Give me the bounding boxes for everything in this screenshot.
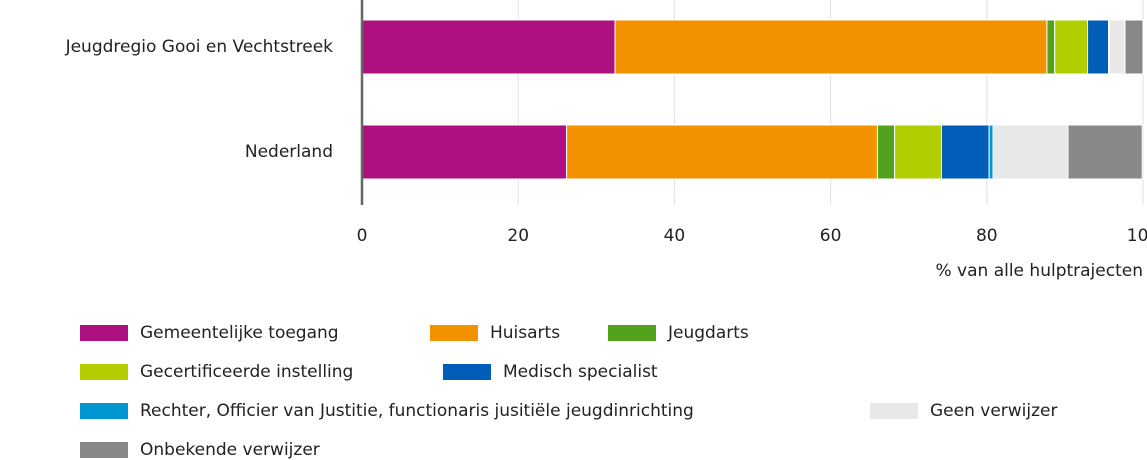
legend-label: Geen verwijzer: [930, 401, 1058, 421]
bar-segment: [941, 124, 990, 180]
legend-swatch: [443, 364, 491, 380]
bar-segment: [894, 124, 943, 180]
x-tick-label: 20: [507, 226, 529, 246]
y-tick-label: Nederland: [245, 142, 333, 162]
bar-segment: [1046, 19, 1056, 75]
legend-label: Jeugdarts: [667, 323, 749, 343]
bar-segment: [988, 124, 994, 180]
bar-segment: [1054, 19, 1089, 75]
legend-label: Gemeentelijke toegang: [140, 323, 339, 343]
legend-label: Onbekende verwijzer: [140, 440, 320, 460]
legend-swatch: [80, 325, 128, 341]
bar-segment: [1108, 19, 1126, 75]
legend-label: Gecertificeerde instelling: [140, 362, 353, 382]
bar-segment: [1067, 124, 1143, 180]
x-tick-label: 100: [1127, 226, 1147, 246]
bar-segment: [876, 124, 896, 180]
bar-segment: [992, 124, 1069, 180]
legend-label: Huisarts: [490, 323, 560, 343]
legend-swatch: [608, 325, 656, 341]
legend-swatch: [80, 442, 128, 458]
x-tick-label: 40: [664, 226, 686, 246]
x-tick-label: 0: [357, 226, 368, 246]
legend-swatch: [430, 325, 478, 341]
bar-segment: [1087, 19, 1110, 75]
legend-swatch: [80, 403, 128, 419]
x-tick-label: 60: [820, 226, 842, 246]
legend-swatch: [80, 364, 128, 380]
legend-label: Medisch specialist: [503, 362, 658, 382]
bar-segment: [361, 19, 616, 75]
x-axis-label: % van alle hulptrajecten: [935, 261, 1143, 281]
y-tick-label: Jeugdregio Gooi en Vechtstreek: [65, 37, 334, 57]
bar-segment: [361, 124, 568, 180]
bar-segment: [614, 19, 1048, 75]
bar-segment: [1124, 19, 1144, 75]
legend-label: Rechter, Officier van Justitie, function…: [140, 401, 694, 421]
legend-swatch: [870, 403, 918, 419]
x-tick-label: 80: [976, 226, 998, 246]
bar-segment: [566, 124, 878, 180]
